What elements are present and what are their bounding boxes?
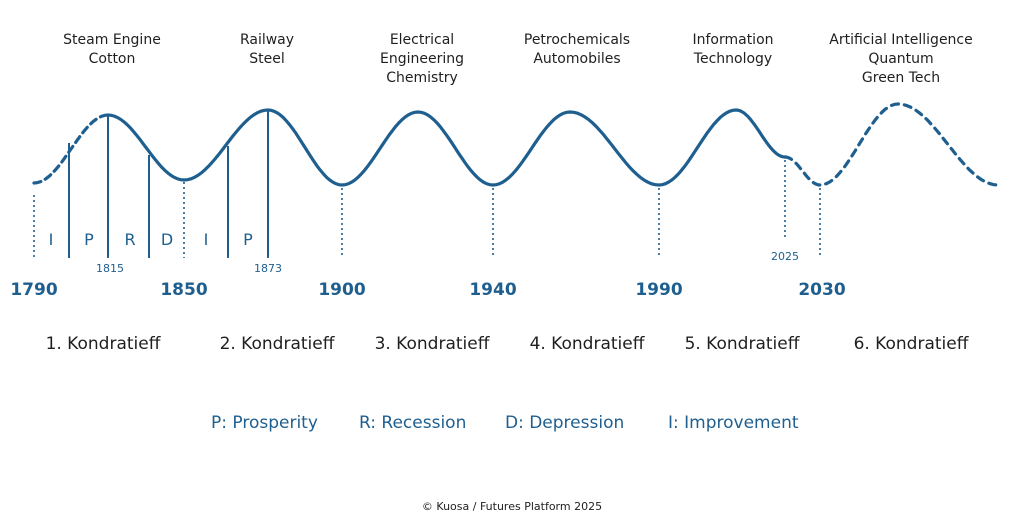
kondratieff-label-3: 3. Kondratieff	[374, 334, 490, 354]
wave-label-2-line-2: Steel	[249, 51, 285, 67]
major-year-5: 1990	[635, 280, 682, 300]
phase-letter-3: R	[124, 230, 135, 249]
phase-letter-4: D	[161, 230, 173, 249]
small-year-2: 1873	[254, 262, 282, 275]
small-year-1: 1815	[96, 262, 124, 275]
wave-label-3-line-3: Chemistry	[386, 70, 458, 86]
wave-label-3: Electrical Engineering Chemistry	[322, 31, 522, 88]
major-year-6: 2030	[798, 280, 845, 300]
phase-letter-6: P	[243, 230, 253, 249]
wave-label-1-line-2: Cotton	[88, 51, 136, 67]
wave-label-6-line-2: Quantum	[868, 51, 934, 67]
legend-prosperity: P: Prosperity	[211, 413, 318, 433]
wave-label-5-line-2: Technology	[693, 51, 773, 67]
phase-letter-5: I	[204, 230, 209, 249]
kondratieff-label-6: 6. Kondratieff	[853, 334, 969, 354]
wave-label-2-line-1: Railway	[239, 32, 295, 48]
wave-segment-future-dashed	[783, 102, 1000, 187]
wave-label-3-line-1: Electrical	[389, 32, 455, 48]
wave-label-4-line-1: Petrochemicals	[523, 32, 631, 48]
wave-curves	[32, 102, 1000, 187]
wave-label-1-line-1: Steam Engine	[63, 32, 161, 48]
phase-letter-1: I	[49, 230, 54, 249]
wave-segment-start-dashed	[32, 113, 110, 185]
kondratieff-label-1: 1. Kondratieff	[45, 334, 161, 354]
kondratieff-label-2: 2. Kondratieff	[219, 334, 335, 354]
wave-label-1: Steam Engine Cotton	[12, 31, 212, 69]
kondratieff-label-5: 5. Kondratieff	[684, 334, 800, 354]
legend-depression: D: Depression	[505, 413, 625, 433]
major-year-1: 1790	[10, 280, 57, 300]
copyright-footer: © Kuosa / Futures Platform 2025	[421, 500, 603, 513]
wave-label-5: Information Technology	[633, 31, 833, 69]
major-year-4: 1940	[469, 280, 516, 300]
major-year-2: 1850	[160, 280, 207, 300]
wave-label-3-line-2: Engineering	[380, 51, 464, 67]
small-year-3: 2025	[771, 250, 799, 263]
phase-letter-2: P	[84, 230, 94, 249]
legend-improvement: I: Improvement	[668, 413, 799, 433]
wave-label-4: Petrochemicals Automobiles	[477, 31, 677, 69]
wave-segment-solid	[106, 108, 787, 187]
phase-divider-lines	[33, 110, 821, 258]
major-year-3: 1900	[318, 280, 365, 300]
legend-recession: R: Recession	[359, 413, 467, 433]
wave-label-4-line-2: Automobiles	[533, 51, 621, 67]
wave-label-6-line-1: Artificial Intelligence	[829, 32, 973, 48]
wave-label-5-line-1: Information	[692, 32, 774, 48]
wave-label-6-line-3: Green Tech	[861, 70, 941, 86]
wave-label-2: Railway Steel	[167, 31, 367, 69]
wave-label-6: Artificial Intelligence Quantum Green Te…	[801, 31, 1001, 88]
kondratieff-label-4: 4. Kondratieff	[529, 334, 645, 354]
